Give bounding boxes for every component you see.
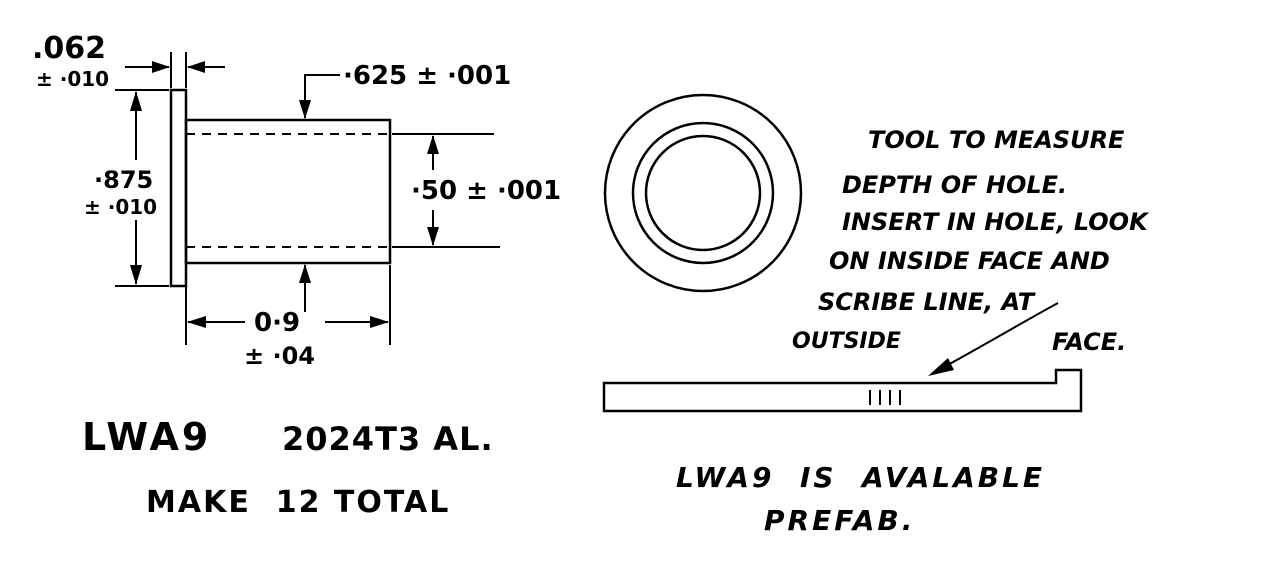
bushing-side-view [169, 88, 392, 288]
note-line-3: INSERT IN HOLE, LOOK [842, 208, 1150, 236]
arrowhead [427, 135, 439, 154]
flange-diameter-tolerance: ± ·010 [84, 195, 157, 219]
measuring-tool [602, 368, 1083, 413]
length-tolerance: ± ·04 [244, 342, 315, 370]
arrowhead [187, 61, 205, 73]
arrowhead [928, 358, 954, 376]
arrowhead [152, 61, 170, 73]
bore-circle [644, 134, 762, 252]
flange-diameter-dimension: ·875 ± ·010 [84, 89, 169, 287]
prefab-note-line-1: LWA9 IS AVALABLE [676, 461, 1045, 494]
note-line-2: DEPTH OF HOLE. [842, 171, 1067, 199]
outer-diameter-dimension: ·625 ± ·001 [299, 61, 511, 312]
note-line-7: FACE. [1052, 328, 1126, 356]
flange-thickness-label: .062 [32, 31, 106, 66]
arrowhead [130, 91, 142, 111]
length-dimension: 0·9 ± ·04 [185, 265, 391, 370]
arrowhead [370, 316, 389, 328]
arrowhead [130, 265, 142, 285]
part-quantity: MAKE 12 TOTAL [146, 485, 450, 520]
note-line-6: OUTSIDE [792, 329, 901, 354]
flange-diameter-label: ·875 [94, 166, 153, 194]
prefab-note-line-2: PREFAB. [764, 504, 915, 537]
part-designation: LWA9 [82, 415, 211, 459]
arrowhead [427, 227, 439, 246]
flange-circle [603, 93, 803, 293]
note-line-5: SCRIBE LINE, AT [818, 288, 1036, 316]
note-line-1: TOOL TO MEASURE [868, 126, 1125, 154]
outer-diameter-label: ·625 ± ·001 [343, 61, 511, 91]
flange-thickness-dimension: .062 ± ·010 [32, 31, 225, 91]
part-material: 2024T3 AL. [282, 420, 494, 458]
inner-diameter-label: ·50 ± ·001 [411, 176, 561, 206]
length-label: 0·9 [254, 308, 300, 338]
flange-thickness-tolerance: ± ·010 [36, 67, 109, 91]
arrowhead [187, 316, 206, 328]
arrowhead [299, 100, 311, 119]
leader-arrow-line [934, 302, 1059, 373]
bushing-end-view [603, 93, 803, 293]
tool-outline [602, 368, 1083, 413]
body-circle [631, 121, 775, 265]
inner-diameter-dimension: ·50 ± ·001 [392, 133, 561, 248]
tool-note: TOOL TO MEASURE DEPTH OF HOLE. INSERT IN… [792, 126, 1150, 376]
note-line-4: ON INSIDE FACE AND [829, 247, 1110, 275]
flange-outline [169, 88, 188, 288]
arrowhead [299, 264, 311, 283]
body-outline [184, 118, 392, 265]
